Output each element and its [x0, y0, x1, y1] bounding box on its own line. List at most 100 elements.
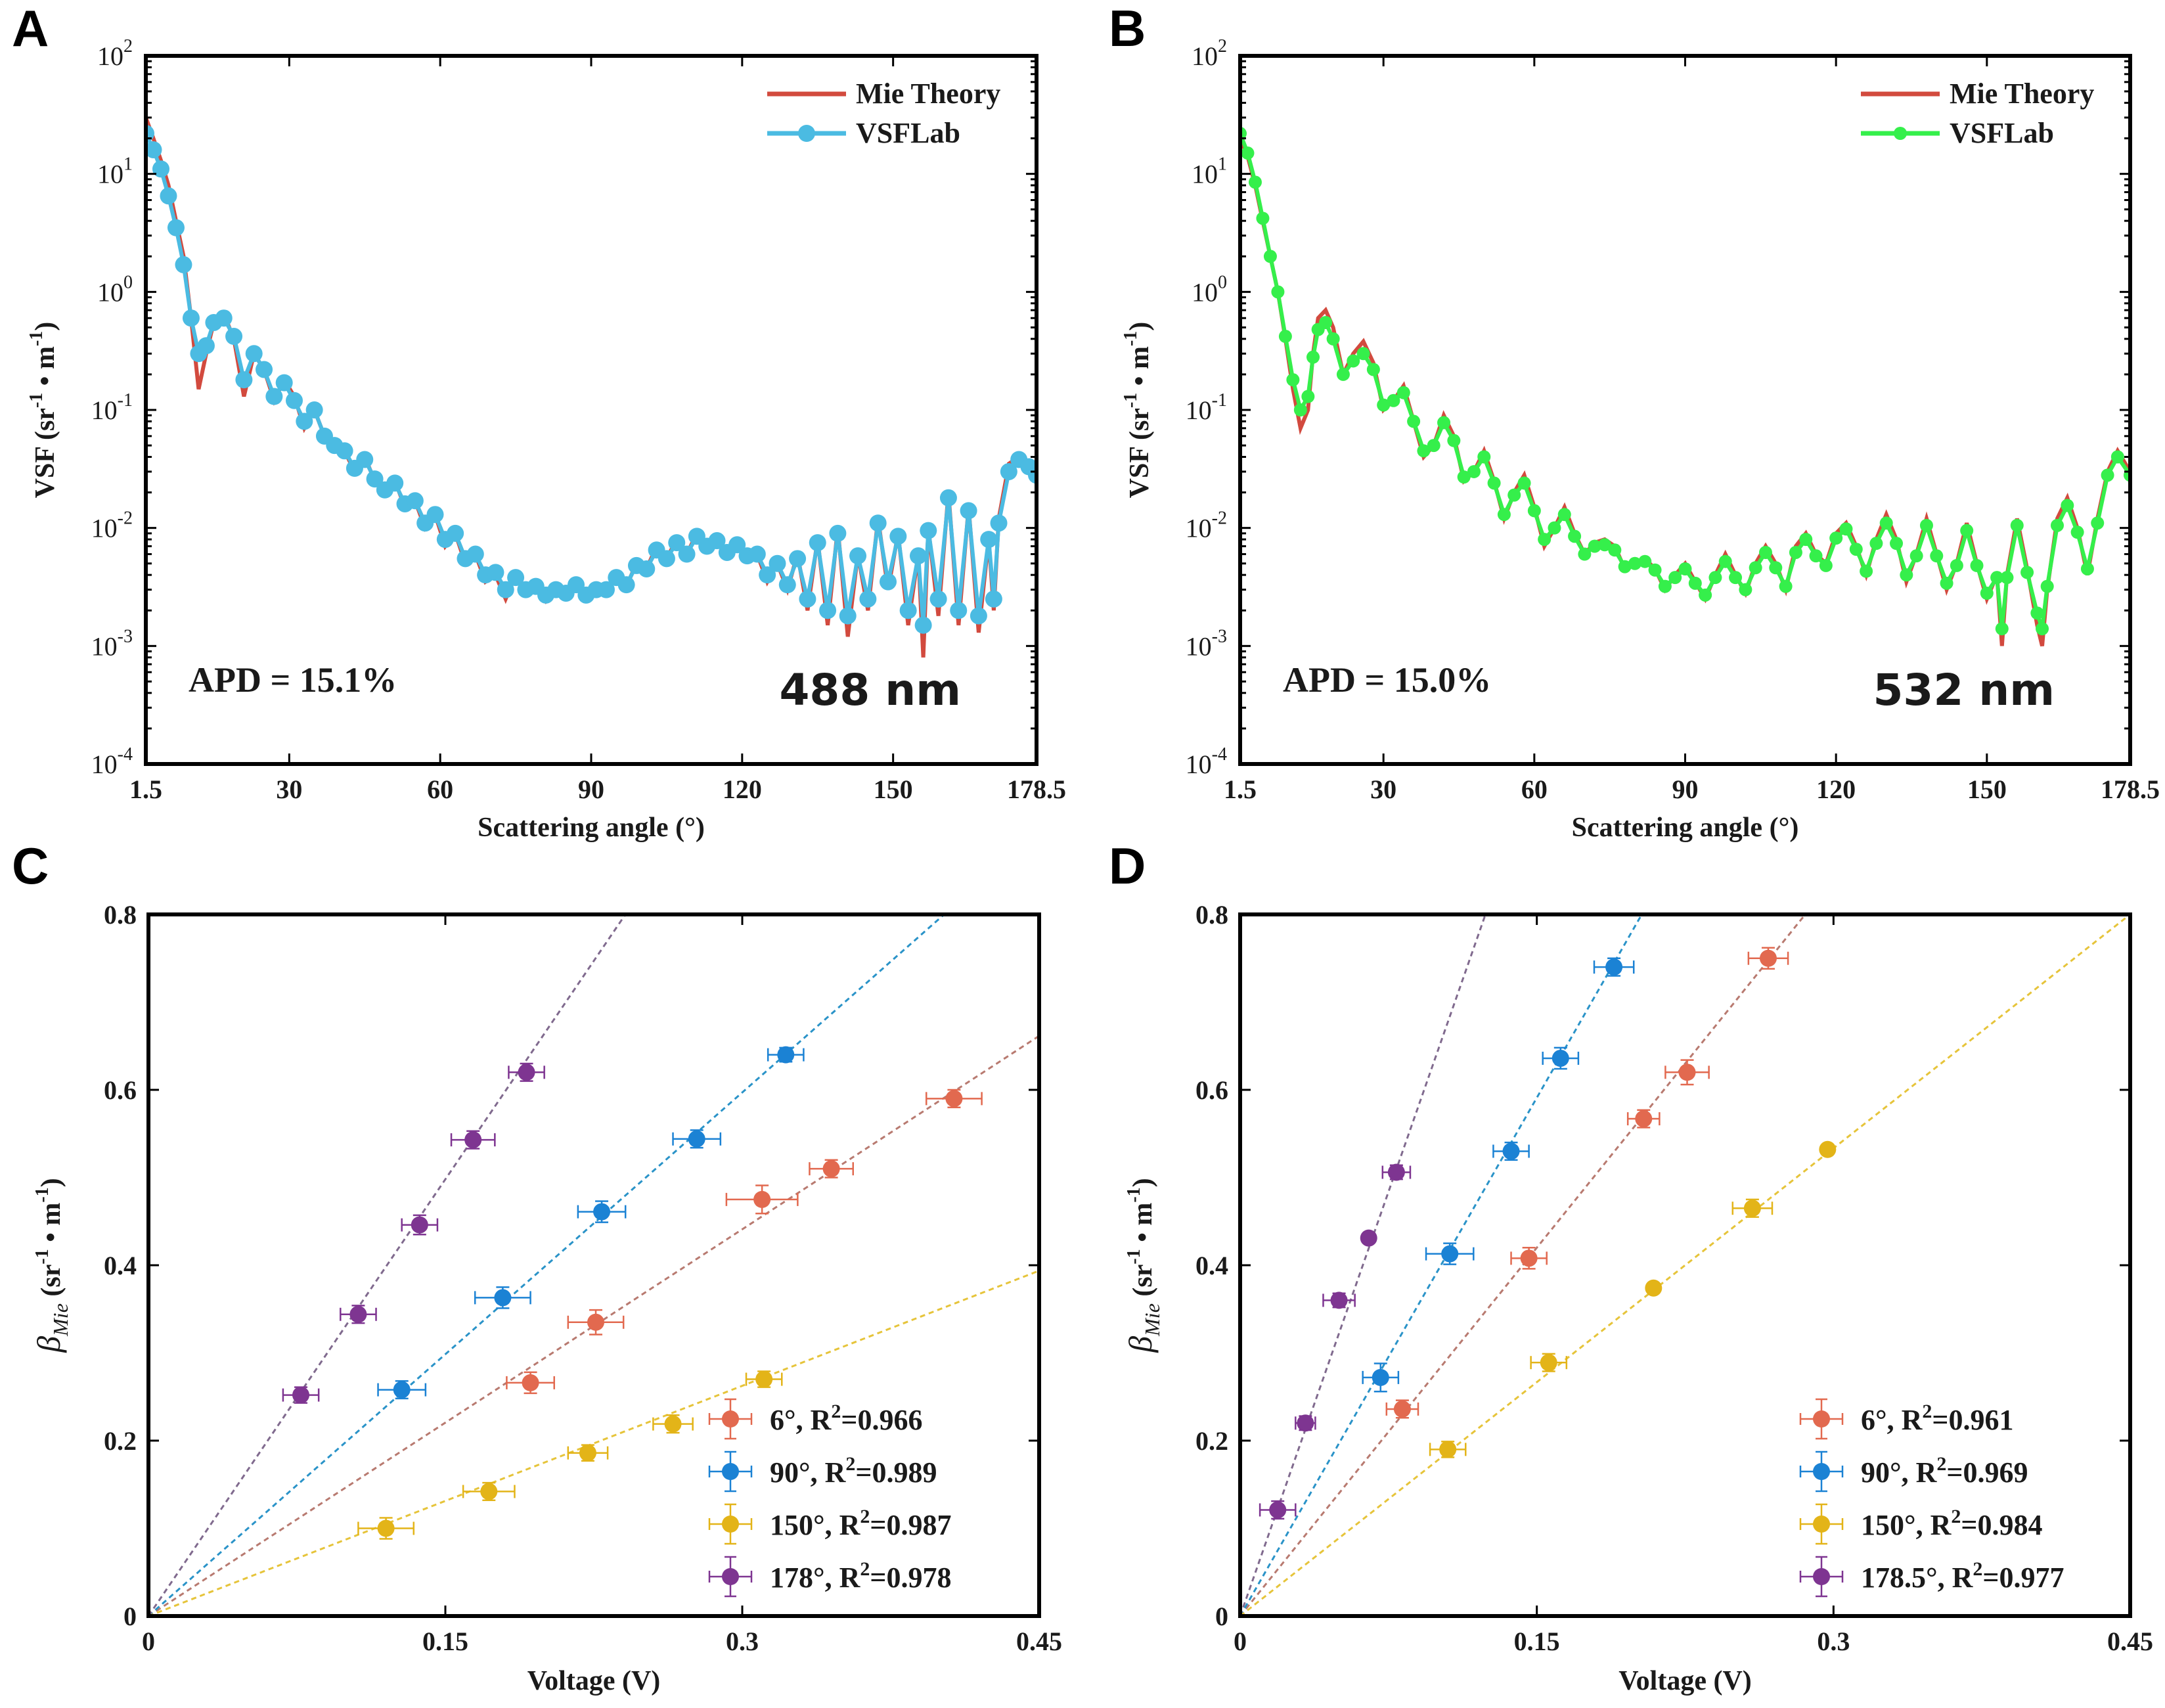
legend-marker: [1813, 1410, 1830, 1427]
fit-line: [148, 914, 946, 1616]
vsflab-point: [225, 328, 243, 346]
vsflab-point: [1000, 462, 1017, 480]
vsflab-point: [970, 607, 987, 625]
vsflab-line: [1240, 133, 2130, 630]
legend-series-name: 6°, R: [1861, 1404, 1923, 1436]
y-tick-label: 0.4: [104, 1251, 137, 1280]
plot-area-C: [148, 914, 1039, 1616]
vsflab-point: [1517, 476, 1531, 490]
x-tick-label: 0.15: [422, 1627, 468, 1656]
wavelength-annotation: 532 nm: [1873, 665, 2055, 715]
legend-label: 90°, R2=0.969: [1861, 1453, 2028, 1489]
vsflab-point: [668, 534, 686, 552]
x-tick-label: 120: [723, 775, 762, 804]
vsflab-point: [182, 309, 200, 327]
vsflab-point: [2036, 622, 2049, 636]
vsflab-point: [1668, 571, 1682, 585]
x-tick-label: 30: [1370, 775, 1396, 804]
data-point: [1360, 1229, 1377, 1247]
vsflab-point: [678, 545, 696, 563]
vsflab-point: [1869, 537, 1883, 551]
fit-line: [1240, 914, 1807, 1616]
y-tick-label: 101: [97, 154, 133, 189]
y-label-superscript: -1: [1121, 393, 1141, 408]
panel-letter-D: D: [1109, 837, 1146, 895]
vsflab-point: [1909, 549, 1923, 563]
data-point: [1551, 1049, 1569, 1067]
vsflab-point: [1568, 529, 1582, 543]
vsflab-point: [839, 607, 857, 625]
y-label-part: VSF (sr: [1125, 408, 1155, 498]
data-point: [1297, 1414, 1314, 1432]
data-point: [522, 1374, 539, 1391]
vsflab-point: [215, 309, 233, 327]
legend-r2-value: =0.966: [841, 1404, 922, 1436]
y-label-subscript: Mie: [49, 1303, 72, 1337]
vsflab-point: [487, 564, 504, 581]
y-label-part: ): [36, 1178, 66, 1187]
panel-letter-A: A: [12, 0, 49, 57]
vsflab-point: [2110, 450, 2124, 464]
plot-frame-D: [1238, 912, 2132, 1618]
y-axis-label-text: VSF (sr-1 • m-1): [26, 322, 60, 499]
vsflab-point: [1417, 444, 1431, 458]
vsflab-point: [2101, 468, 2114, 482]
vsflab-point: [2020, 566, 2034, 579]
data-point: [1387, 1163, 1405, 1181]
vsflab-point: [296, 413, 313, 430]
legend-vsflab-marker: [798, 125, 815, 142]
vsflab-point: [1271, 285, 1285, 299]
data-point: [1678, 1064, 1696, 1081]
vsflab-point: [2010, 518, 2024, 532]
legend-marker: [722, 1463, 739, 1480]
x-tick-label: 150: [874, 775, 913, 804]
vsflab-point: [1248, 175, 1262, 189]
data-point: [755, 1370, 773, 1388]
vsflab-point: [386, 474, 404, 492]
y-axis-label-text: VSF (sr-1 • m-1): [1121, 322, 1155, 499]
vsflab-point: [1356, 347, 1370, 361]
vsflab-point: [617, 576, 635, 594]
x-axis-label: Scattering angle (°): [1572, 813, 1799, 843]
fit-line: [1240, 914, 1643, 1616]
vsflab-point: [2080, 562, 2094, 575]
y-tick-label: 10-2: [1186, 508, 1227, 543]
y-label-part: ): [1125, 322, 1155, 331]
y-tick-exponent: 1: [123, 154, 133, 175]
plot-frame-A: [144, 54, 1038, 766]
vsflab-point: [2000, 571, 2014, 585]
vsflab-point: [980, 531, 998, 549]
x-tick-label: 1.5: [129, 775, 162, 804]
vsflab-point: [366, 470, 384, 488]
vsflab-point: [245, 345, 263, 363]
vsflab-point: [849, 547, 867, 565]
vsflab-point: [1758, 545, 1772, 559]
vsflab-point: [899, 602, 917, 619]
x-tick-label: 0: [1234, 1627, 1247, 1656]
vsflab-point: [1839, 522, 1853, 536]
legend-r2-superscript: 2: [860, 1506, 870, 1527]
vsflab-point: [1890, 537, 1904, 551]
data-point: [753, 1190, 771, 1208]
vsflab-point: [1467, 464, 1481, 478]
data-point: [292, 1386, 310, 1404]
legend-r2-value: =0.978: [870, 1562, 951, 1594]
vsflab-point: [1487, 476, 1501, 490]
vsflab-point: [256, 361, 273, 378]
vsflab-point: [1819, 558, 1833, 572]
legend-mie-label: Mie Theory: [856, 78, 1000, 110]
plot-area-A: [146, 116, 1037, 658]
data-point: [822, 1160, 840, 1178]
legend-series-name: 90°, R: [770, 1456, 847, 1489]
data-point: [1269, 1501, 1287, 1519]
vsflab-point: [809, 534, 826, 552]
vsflab-point: [1638, 554, 1652, 568]
vsflab-point: [1960, 524, 1974, 537]
vsflab-point: [1628, 556, 1641, 570]
legend-r2-value: =0.984: [1961, 1509, 2042, 1541]
vsflab-point: [507, 569, 525, 587]
vsflab-point: [1447, 434, 1461, 447]
y-label-symbol: β: [30, 1336, 67, 1353]
y-tick-exponent: -3: [1212, 626, 1227, 646]
y-label-superscript: -1: [32, 1249, 53, 1264]
